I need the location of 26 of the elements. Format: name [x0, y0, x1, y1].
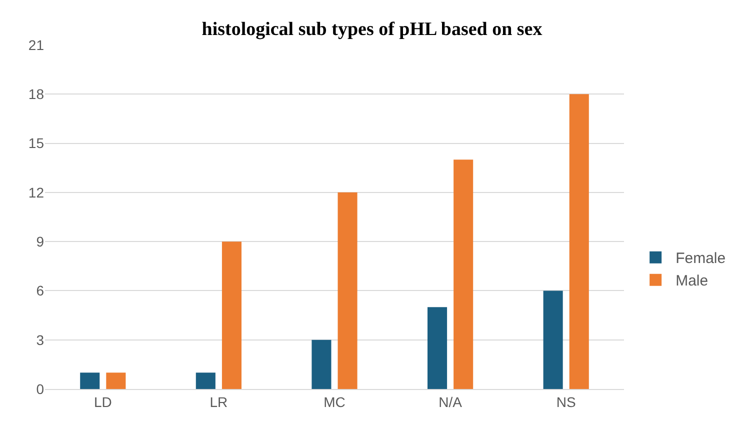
y-tick-label: 18	[28, 86, 44, 102]
x-tick-label: LR	[210, 394, 228, 410]
bar	[428, 307, 448, 389]
bar	[196, 372, 216, 389]
bar	[569, 94, 589, 389]
y-tick-label: 6	[36, 282, 44, 299]
bar	[543, 290, 563, 389]
bar	[222, 242, 242, 389]
y-tick-label: 3	[36, 332, 44, 348]
chart-title: histological sub types of pHL based on sex	[202, 18, 543, 40]
y-tick-label: 12	[28, 184, 44, 200]
bar	[338, 192, 358, 389]
y-tick-label: 9	[36, 233, 44, 250]
x-tick-label: LD	[94, 394, 112, 410]
legend-label: Male	[676, 272, 708, 290]
x-tick-label: MC	[324, 394, 346, 410]
x-tick-label: N/A	[438, 394, 463, 410]
y-tick-label: 0	[36, 380, 44, 397]
legend-label: Female	[676, 250, 726, 268]
x-tick-label: NS	[556, 394, 576, 410]
y-tick-label: 21	[28, 36, 44, 53]
bar	[312, 340, 332, 389]
bar	[80, 372, 100, 389]
y-tick-label: 15	[28, 135, 44, 152]
bar	[106, 372, 126, 389]
bar	[454, 160, 474, 389]
